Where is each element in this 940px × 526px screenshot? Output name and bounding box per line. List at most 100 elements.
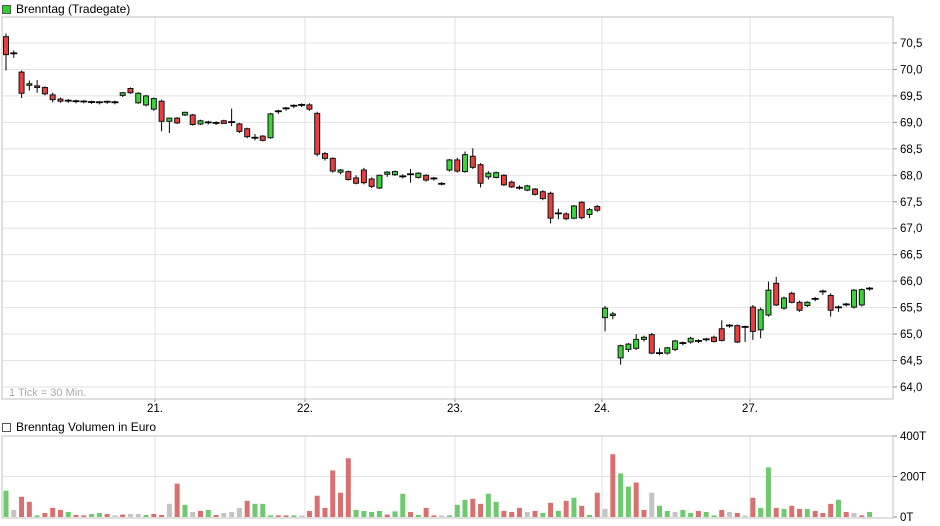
- volume-bar: [851, 512, 857, 517]
- volume-bar: [579, 505, 585, 517]
- candlestick: [664, 347, 671, 354]
- volume-bar: [563, 500, 569, 517]
- candlestick: [462, 154, 469, 173]
- volume-bar: [781, 508, 787, 517]
- volume-bar: [867, 511, 873, 517]
- candlestick: [773, 282, 780, 306]
- volume-bar: [719, 509, 725, 517]
- candlestick: [321, 153, 328, 159]
- tick-interval-note: 1 Tick = 30 Min.: [9, 387, 87, 399]
- volume-bar: [338, 492, 344, 517]
- volume-axis-label: 400T: [900, 431, 926, 443]
- volume-bar: [11, 509, 17, 517]
- volume-bar: [462, 499, 468, 517]
- candlestick: [119, 92, 126, 96]
- x-axis-label: 21.: [147, 403, 163, 415]
- candlestick: [143, 95, 150, 106]
- volume-series-swatch-icon: [2, 422, 11, 432]
- volume-bar: [439, 515, 445, 517]
- volume-bar: [159, 514, 165, 517]
- volume-bar: [540, 512, 546, 517]
- candlestick: [757, 309, 764, 331]
- candlestick: [594, 206, 601, 211]
- volume-bar: [758, 507, 764, 517]
- volume-bar: [205, 509, 211, 517]
- volume-chart-title: Brenntag Volumen in Euro: [16, 420, 157, 434]
- volume-bar: [151, 513, 157, 517]
- candlestick: [804, 301, 811, 306]
- candlestick: [469, 155, 476, 168]
- volume-bar: [610, 454, 616, 517]
- volume-bar: [524, 511, 530, 517]
- candlestick: [18, 71, 25, 94]
- volume-bar: [711, 515, 717, 517]
- volume-bar: [680, 509, 686, 517]
- volume-bar: [400, 493, 406, 517]
- volume-bar: [571, 497, 577, 517]
- volume-bar: [742, 515, 748, 517]
- candlestick: [360, 169, 367, 184]
- volume-bar: [509, 511, 515, 517]
- candlestick: [477, 164, 484, 184]
- volume-bar: [299, 515, 305, 517]
- volume-bar: [322, 507, 328, 517]
- volume-bar: [812, 510, 818, 517]
- candlestick: [220, 120, 227, 124]
- volume-bar: [244, 500, 250, 517]
- candlestick: [174, 117, 181, 124]
- candlestick: [625, 343, 632, 350]
- candlestick: [337, 169, 344, 173]
- candlestick: [710, 336, 717, 342]
- volume-bar: [260, 503, 266, 517]
- volume-bar: [828, 503, 834, 517]
- candlestick: [672, 340, 679, 350]
- price-axis-label: 65,0: [900, 329, 922, 341]
- price-chart-title: Brenntag (Tradegate): [16, 2, 131, 16]
- price-axis-label: 67,5: [900, 197, 922, 209]
- candlestick: [446, 159, 453, 171]
- volume-bar: [415, 514, 421, 517]
- volume-bar: [143, 514, 149, 517]
- volume-bar: [112, 515, 118, 517]
- volume-bar: [501, 510, 507, 517]
- volume-bar: [213, 514, 219, 517]
- volume-bar: [408, 511, 414, 517]
- candlestick: [500, 174, 507, 186]
- volume-chart-header: Brenntag Volumen in Euro: [2, 420, 156, 434]
- volume-bar: [345, 458, 351, 517]
- candlestick: [485, 172, 492, 178]
- volume-bar: [236, 507, 242, 517]
- volume-bar: [376, 510, 382, 517]
- candlestick: [329, 157, 336, 172]
- volume-bar: [703, 511, 709, 517]
- volume-bar: [34, 515, 40, 517]
- x-axis-label: 22.: [297, 403, 313, 415]
- candlestick: [368, 178, 375, 187]
- price-axis-label: 69,5: [900, 91, 922, 103]
- volume-bar: [618, 473, 624, 517]
- candlestick: [547, 192, 554, 219]
- volume-bar: [625, 486, 631, 517]
- volume-bar: [26, 501, 32, 517]
- candlestick: [353, 177, 360, 184]
- candlestick: [734, 325, 741, 343]
- price-series-swatch-icon: [2, 4, 11, 14]
- volume-bar: [361, 510, 367, 517]
- price-axis-label: 70,5: [900, 38, 922, 50]
- candlestick: [376, 174, 383, 189]
- volume-bar: [57, 509, 63, 517]
- candlestick: [765, 289, 772, 316]
- candlestick: [158, 100, 165, 122]
- volume-bar: [602, 508, 608, 517]
- candlestick: [858, 289, 865, 306]
- volume-bar: [19, 496, 25, 517]
- volume-bar: [120, 514, 126, 517]
- price-chart-header: Brenntag (Tradegate): [2, 2, 130, 16]
- candlestick: [539, 191, 546, 200]
- volume-bar: [555, 510, 561, 517]
- price-axis-label: 70,0: [900, 64, 922, 76]
- x-axis-label: 24.: [594, 403, 610, 415]
- candlestick: [524, 185, 531, 191]
- candlestick: [851, 289, 858, 308]
